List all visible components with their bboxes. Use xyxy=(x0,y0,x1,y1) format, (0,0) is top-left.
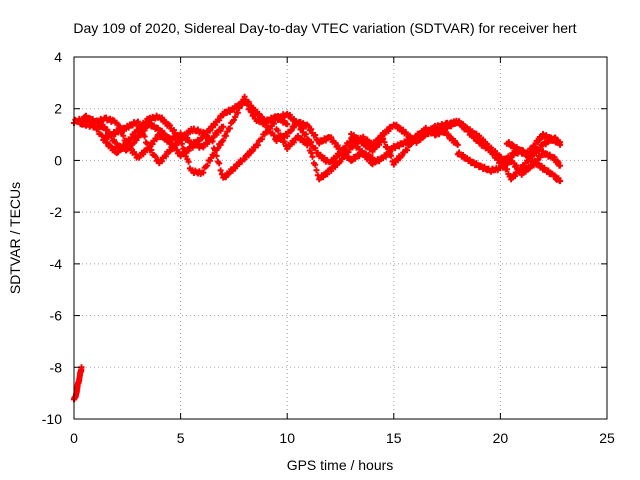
series-track-7 xyxy=(454,148,564,178)
x-tick-label: 15 xyxy=(386,430,402,446)
y-tick-label: 4 xyxy=(54,49,62,65)
axis-ticks: 0 5 10 15 20 25 -10 -8 -6 -4 -2 0 2 4 xyxy=(42,49,615,446)
x-tick-label: 20 xyxy=(493,430,509,446)
data-series xyxy=(71,93,564,403)
y-tick-label: -8 xyxy=(50,359,63,375)
y-tick-label: -4 xyxy=(50,256,63,272)
y-tick-label: -2 xyxy=(50,204,63,220)
plot-frame xyxy=(73,56,608,420)
x-tick-label: 25 xyxy=(599,430,615,446)
y-axis-label: SDTVAR / TECUs xyxy=(7,182,23,294)
series-track-9 xyxy=(71,364,85,403)
series-track-8 xyxy=(503,131,564,159)
y-tick-label: -10 xyxy=(42,411,62,427)
series-markers xyxy=(454,148,564,178)
x-tick-label: 5 xyxy=(177,430,185,446)
y-tick-label: 0 xyxy=(54,152,62,168)
grid-lines xyxy=(74,57,607,419)
chart-title: Day 109 of 2020, Sidereal Day-to-day VTE… xyxy=(73,20,576,36)
x-axis-label: GPS time / hours xyxy=(287,457,394,473)
x-tick-label: 10 xyxy=(279,430,295,446)
y-tick-label: -6 xyxy=(50,308,63,324)
series-markers xyxy=(503,131,564,159)
y-tick-label: 2 xyxy=(54,101,62,117)
series-markers xyxy=(71,364,85,403)
x-tick-label: 0 xyxy=(70,430,78,446)
